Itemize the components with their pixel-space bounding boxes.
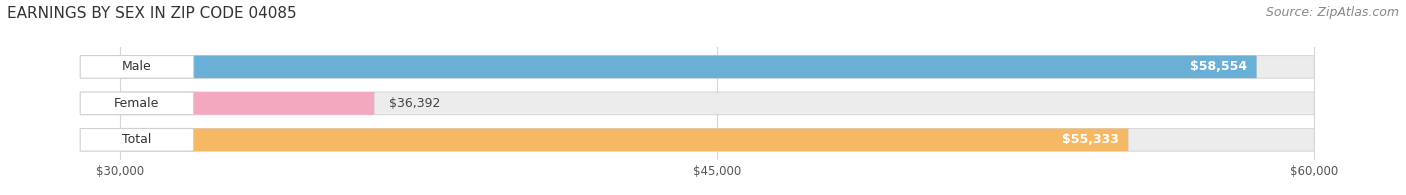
FancyBboxPatch shape <box>120 129 1129 151</box>
Text: EARNINGS BY SEX IN ZIP CODE 04085: EARNINGS BY SEX IN ZIP CODE 04085 <box>7 6 297 21</box>
Text: $55,333: $55,333 <box>1062 133 1119 146</box>
Text: $58,554: $58,554 <box>1189 60 1247 73</box>
FancyBboxPatch shape <box>80 56 194 78</box>
FancyBboxPatch shape <box>120 56 1257 78</box>
FancyBboxPatch shape <box>120 56 1315 78</box>
Text: Total: Total <box>122 133 152 146</box>
FancyBboxPatch shape <box>80 92 194 115</box>
FancyBboxPatch shape <box>80 129 194 151</box>
Text: Female: Female <box>114 97 160 110</box>
FancyBboxPatch shape <box>120 92 374 115</box>
FancyBboxPatch shape <box>120 129 1315 151</box>
Text: $36,392: $36,392 <box>388 97 440 110</box>
Text: Male: Male <box>122 60 152 73</box>
Text: Source: ZipAtlas.com: Source: ZipAtlas.com <box>1265 6 1399 19</box>
FancyBboxPatch shape <box>120 92 1315 115</box>
